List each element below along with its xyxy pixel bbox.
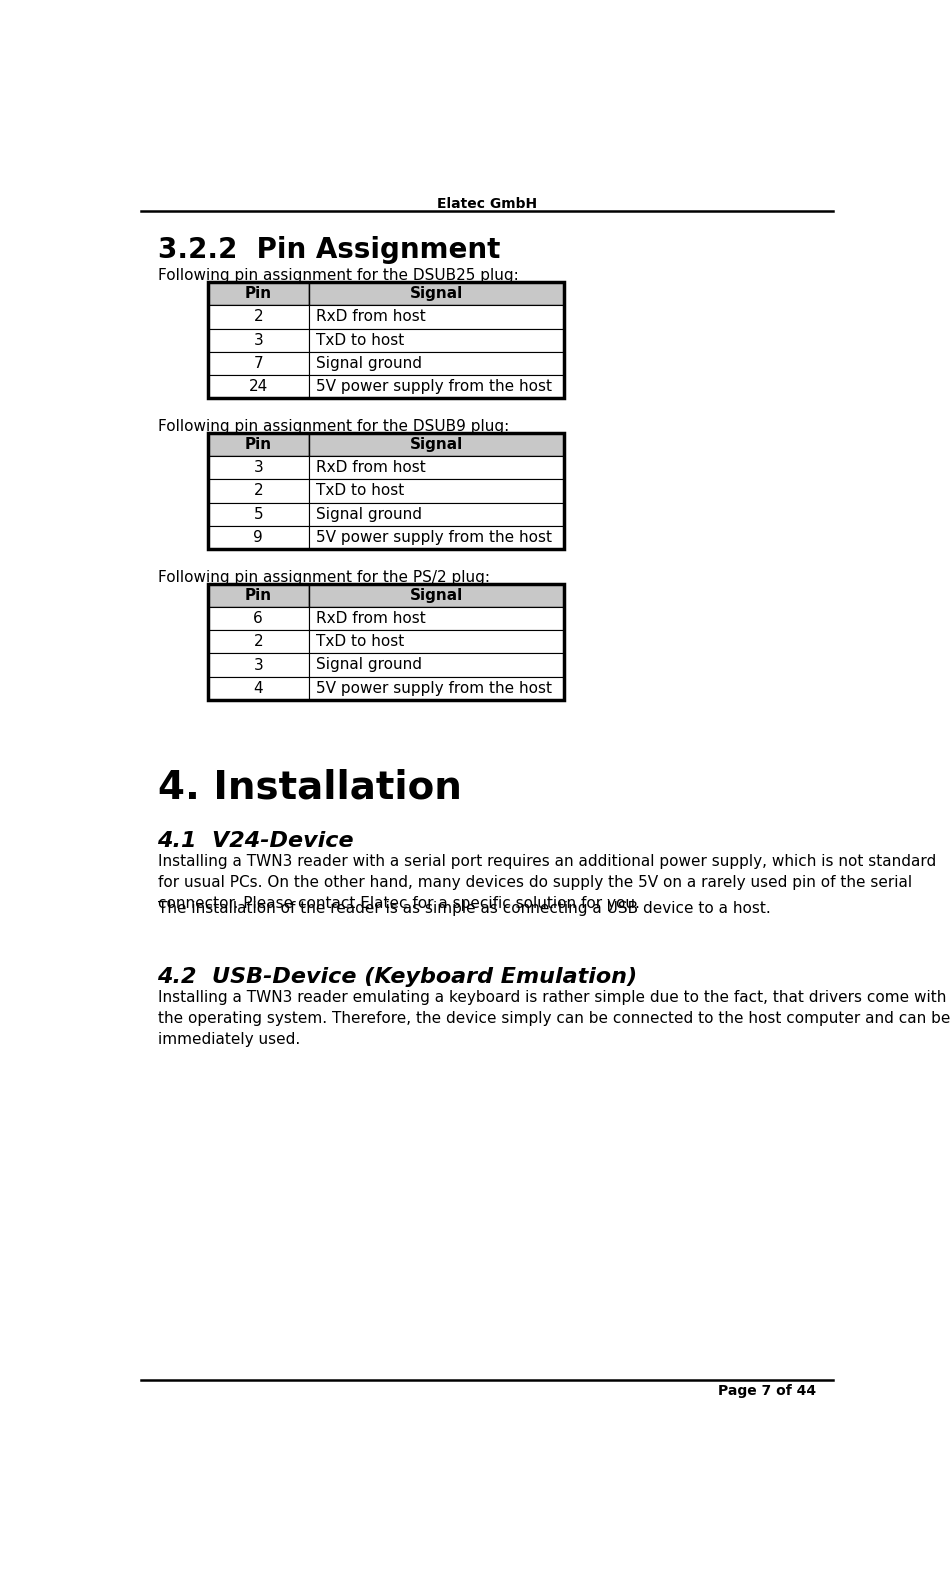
Text: TxD to host: TxD to host	[316, 634, 405, 650]
Text: Page 7 of 44: Page 7 of 44	[718, 1384, 816, 1398]
Bar	[208, 653, 309, 677]
Text: Pin: Pin	[245, 286, 272, 302]
Bar	[208, 456, 309, 480]
Bar	[208, 677, 309, 699]
Text: Elatec GmbH: Elatec GmbH	[437, 197, 537, 211]
Bar	[309, 480, 564, 502]
Text: 3.2.2  Pin Assignment: 3.2.2 Pin Assignment	[158, 237, 500, 264]
Bar	[309, 329, 564, 351]
Bar	[309, 283, 564, 305]
Text: 5: 5	[254, 507, 263, 521]
Text: 4.1  V24-Device: 4.1 V24-Device	[158, 831, 354, 850]
Bar	[208, 585, 309, 607]
Text: Signal: Signal	[409, 437, 464, 453]
Bar	[208, 526, 309, 548]
Bar	[309, 607, 564, 631]
Text: Following pin assignment for the PS/2 plug:: Following pin assignment for the PS/2 pl…	[158, 570, 489, 585]
Bar	[208, 434, 309, 456]
Text: Signal ground: Signal ground	[316, 356, 423, 370]
Text: 5V power supply from the host: 5V power supply from the host	[316, 680, 552, 696]
Text: Installing a TWN3 reader emulating a keyboard is rather simple due to the fact, : Installing a TWN3 reader emulating a key…	[158, 990, 950, 1047]
Text: RxD from host: RxD from host	[316, 310, 427, 324]
Text: Pin: Pin	[245, 437, 272, 453]
Text: 3: 3	[254, 461, 263, 475]
Text: RxD from host: RxD from host	[316, 461, 427, 475]
Bar	[309, 351, 564, 375]
Bar	[208, 585, 564, 699]
Bar	[309, 456, 564, 480]
Text: Installing a TWN3 reader with a serial port requires an additional power supply,: Installing a TWN3 reader with a serial p…	[158, 853, 936, 910]
Bar	[309, 585, 564, 607]
Text: 9: 9	[254, 529, 263, 545]
Bar	[208, 329, 309, 351]
Text: RxD from host: RxD from host	[316, 612, 427, 626]
Text: 4: 4	[254, 680, 263, 696]
Bar	[309, 434, 564, 456]
Text: 6: 6	[254, 612, 263, 626]
Bar	[309, 502, 564, 526]
Bar	[208, 607, 309, 631]
Text: 3: 3	[254, 332, 263, 348]
Bar	[309, 653, 564, 677]
Text: Signal: Signal	[409, 588, 464, 604]
Bar	[309, 375, 564, 397]
Text: 4.2  USB-Device (Keyboard Emulation): 4.2 USB-Device (Keyboard Emulation)	[158, 966, 637, 987]
Bar	[208, 502, 309, 526]
Text: TxD to host: TxD to host	[316, 483, 405, 499]
Text: Following pin assignment for the DSUB9 plug:: Following pin assignment for the DSUB9 p…	[158, 419, 509, 434]
Bar	[309, 526, 564, 548]
Bar	[208, 375, 309, 397]
Bar	[208, 631, 309, 653]
Text: 2: 2	[254, 634, 263, 650]
Text: Signal ground: Signal ground	[316, 658, 423, 672]
Text: Signal ground: Signal ground	[316, 507, 423, 521]
Bar	[208, 434, 564, 548]
Text: 3: 3	[254, 658, 263, 672]
Text: 4. Installation: 4. Installation	[158, 769, 462, 807]
Bar	[208, 283, 309, 305]
Text: 5V power supply from the host: 5V power supply from the host	[316, 378, 552, 394]
Text: The installation of the reader is as simple as connecting a USB device to a host: The installation of the reader is as sim…	[158, 901, 770, 917]
Bar	[309, 631, 564, 653]
Bar	[309, 305, 564, 329]
Text: 7: 7	[254, 356, 263, 370]
Text: 2: 2	[254, 483, 263, 499]
Text: Signal: Signal	[409, 286, 464, 302]
Bar	[309, 677, 564, 699]
Text: Following pin assignment for the DSUB25 plug:: Following pin assignment for the DSUB25 …	[158, 269, 519, 283]
Text: 2: 2	[254, 310, 263, 324]
Bar	[208, 351, 309, 375]
Bar	[208, 480, 309, 502]
Text: 24: 24	[249, 378, 268, 394]
Text: TxD to host: TxD to host	[316, 332, 405, 348]
Bar	[208, 305, 309, 329]
Text: 5V power supply from the host: 5V power supply from the host	[316, 529, 552, 545]
Text: Pin: Pin	[245, 588, 272, 604]
Bar	[208, 283, 564, 397]
